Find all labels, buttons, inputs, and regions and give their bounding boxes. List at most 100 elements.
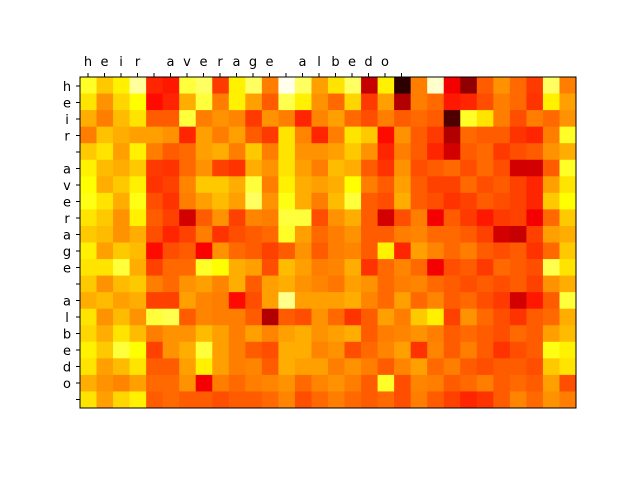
heatmap-cell	[559, 275, 577, 293]
x-tick-label: d	[364, 55, 372, 70]
heatmap-cell	[443, 209, 461, 227]
heatmap-cell	[146, 110, 164, 128]
heatmap-cell	[311, 259, 329, 276]
heatmap-cell	[212, 391, 230, 409]
heatmap-cell	[261, 126, 279, 144]
heatmap-cell	[228, 242, 246, 260]
y-tick-label: e	[63, 97, 71, 112]
heatmap-cell	[394, 143, 412, 161]
heatmap-cell	[113, 292, 130, 310]
heatmap-cell	[410, 259, 428, 276]
heatmap-cell	[311, 225, 329, 243]
heatmap-cell	[476, 77, 494, 94]
heatmap-cell	[179, 358, 197, 376]
heatmap-cell	[146, 325, 164, 343]
heatmap-cell	[162, 176, 180, 194]
heatmap-cell	[509, 77, 527, 94]
heatmap-cell	[328, 110, 345, 128]
heatmap-cell	[460, 259, 478, 276]
heatmap-cell	[344, 308, 362, 326]
heatmap-cell	[559, 308, 577, 326]
heatmap-cell	[460, 242, 478, 260]
heatmap-cell	[80, 341, 97, 359]
heatmap-cell	[80, 192, 97, 210]
heatmap-cell	[493, 93, 511, 111]
heatmap-cell	[410, 325, 428, 343]
heatmap-cell	[344, 110, 362, 128]
heatmap-cell	[526, 209, 544, 227]
heatmap-cell	[542, 341, 560, 359]
heatmap-cell	[294, 391, 312, 409]
heatmap-cell	[96, 292, 114, 310]
x-tick-label: e	[200, 55, 208, 70]
heatmap-cell	[443, 292, 461, 310]
heatmap-cell	[526, 192, 544, 210]
heatmap-cell	[559, 192, 577, 210]
heatmap-cell	[129, 358, 147, 376]
heatmap-cell	[80, 259, 97, 276]
heatmap-cell	[344, 93, 362, 111]
x-tick-label: g	[249, 55, 257, 70]
heatmap-cell	[261, 275, 279, 293]
heatmap-cell	[361, 176, 378, 194]
heatmap-cell	[129, 374, 147, 392]
heatmap-cell	[377, 358, 395, 376]
y-tick-label: r	[64, 212, 70, 227]
heatmap-cell	[493, 159, 511, 177]
heatmap-cell	[162, 325, 180, 343]
heatmap-cell	[311, 391, 329, 409]
heatmap-cell	[212, 192, 230, 210]
heatmap-cell	[559, 242, 577, 260]
heatmap-cell	[278, 192, 296, 210]
heatmap-cell	[460, 374, 478, 392]
heatmap-cell	[427, 242, 445, 260]
heatmap-cell	[179, 325, 197, 343]
heatmap-cell	[80, 292, 97, 310]
heatmap-cell	[195, 358, 213, 376]
heatmap-cell	[559, 93, 577, 111]
heatmap-cell	[162, 308, 180, 326]
heatmap-cell	[394, 242, 412, 260]
heatmap-cell	[443, 374, 461, 392]
heatmap-cell	[476, 192, 494, 210]
heatmap-cell	[410, 192, 428, 210]
x-tick-label: v	[183, 55, 191, 70]
heatmap-cell	[542, 242, 560, 260]
heatmap-cell	[509, 225, 527, 243]
heatmap-cell	[443, 126, 461, 144]
heatmap-cell	[195, 209, 213, 227]
heatmap-cell	[526, 374, 544, 392]
heatmap-cell	[542, 391, 560, 409]
heatmap-cell	[377, 77, 395, 94]
heatmap-cell	[96, 259, 114, 276]
heatmap-cell	[542, 308, 560, 326]
heatmap-cell	[96, 126, 114, 144]
heatmap-cell	[493, 143, 511, 161]
heatmap-cell	[113, 209, 130, 227]
heatmap-cell	[245, 259, 263, 276]
heatmap-cell	[460, 341, 478, 359]
heatmap-cell	[427, 192, 445, 210]
heatmap-cell	[476, 341, 494, 359]
heatmap-cell	[294, 77, 312, 94]
heatmap-cell	[294, 292, 312, 310]
x-tick-label: o	[381, 55, 389, 70]
heatmap-cell	[294, 259, 312, 276]
heatmap-cell	[509, 358, 527, 376]
heatmap-cell	[311, 358, 329, 376]
heatmap-cell	[245, 358, 263, 376]
heatmap-cell	[509, 341, 527, 359]
heatmap-cell	[460, 159, 478, 177]
heatmap-cell	[212, 77, 230, 94]
heatmap-cell	[294, 159, 312, 177]
heatmap-cell	[394, 325, 412, 343]
heatmap-cell	[311, 325, 329, 343]
heatmap-cell	[261, 176, 279, 194]
heatmap-cell	[278, 242, 296, 260]
x-tick-label: i	[119, 55, 123, 70]
heatmap-cell	[526, 143, 544, 161]
heatmap-cell	[96, 192, 114, 210]
heatmap-cell	[542, 209, 560, 227]
heatmap-cell	[394, 275, 412, 293]
